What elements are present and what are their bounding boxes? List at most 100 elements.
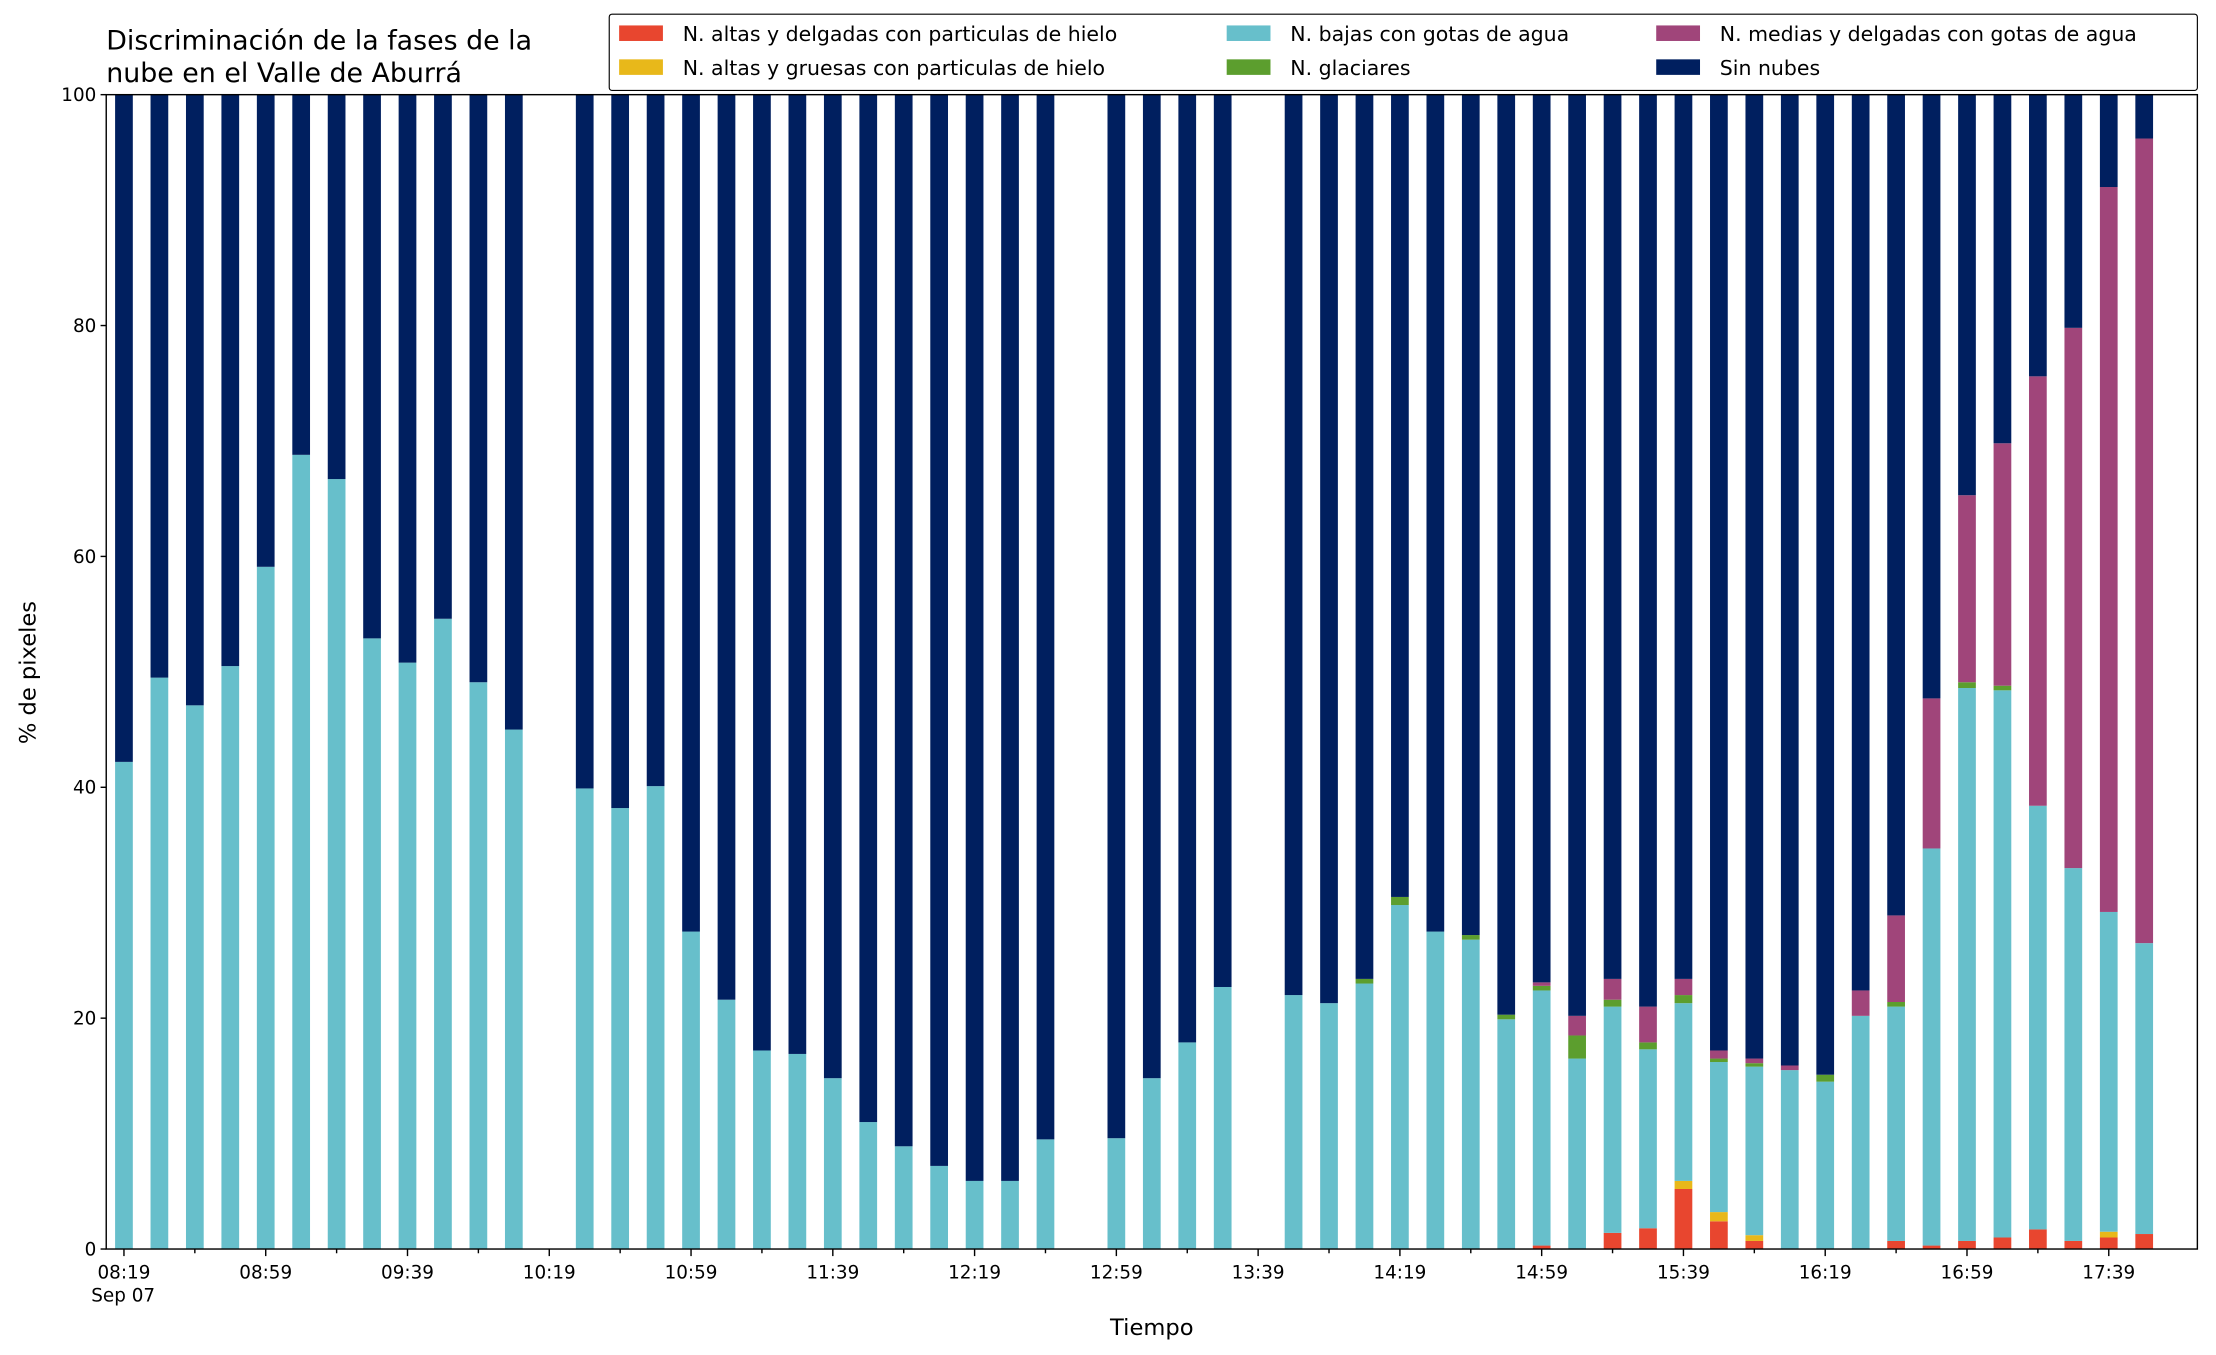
bar-segment [1922, 1245, 1941, 1250]
bar-segment [1568, 1035, 1586, 1059]
legend-swatch [619, 25, 663, 41]
bar-segment [1461, 939, 1480, 1250]
bar-segment [327, 479, 346, 1250]
bar-segment [1674, 995, 1693, 1004]
bar-segment [1922, 698, 1941, 849]
y-tick-label: 60 [73, 547, 96, 568]
bar-segment [930, 94, 949, 1166]
bar-segment [1958, 682, 1976, 689]
bar-segment [894, 94, 913, 1147]
bar-segment [1710, 1212, 1728, 1222]
bar-segment [292, 454, 311, 1250]
bar-segment [1745, 1063, 1764, 1067]
bar-segment [1887, 1006, 1905, 1241]
bar-segment [1391, 896, 1409, 906]
bar-segment [469, 94, 488, 683]
bar-segment [1107, 94, 1126, 1139]
bar-segment [1603, 1006, 1622, 1233]
bar-segment [434, 94, 452, 619]
bar-segment [1674, 1003, 1693, 1181]
bar-segment [1993, 690, 2012, 1238]
bar-segment [1320, 94, 1338, 1004]
chart-title: Discriminación de la fases de la [106, 25, 532, 56]
bar-segment [930, 1165, 949, 1250]
bar-segment [504, 729, 523, 1250]
bar-segment [1780, 1070, 1799, 1250]
bar-segment [788, 94, 807, 1054]
bar-segment [2099, 1237, 2118, 1250]
bar-segment [2135, 138, 2154, 944]
bar-segment [717, 999, 736, 1250]
bar-segment [1674, 978, 1693, 996]
bar-segment [1887, 94, 1905, 916]
bar-segment [1568, 94, 1586, 1016]
bar-segment [150, 677, 169, 1250]
bar-segment [646, 786, 665, 1250]
bar-segment [363, 638, 381, 1250]
x-tick-label: 16:19 [1799, 1263, 1852, 1284]
bar-segment [1745, 1058, 1764, 1064]
bar-segment [1532, 1245, 1551, 1250]
bar-segment [1213, 94, 1232, 987]
bar-segment [1142, 94, 1161, 1079]
x-tick-label: 12:59 [1090, 1263, 1143, 1284]
legend-label: N. altas y gruesas con particulas de hie… [683, 56, 1105, 80]
bar-segment [1497, 1014, 1516, 1020]
x-tick-label: 10:19 [523, 1263, 576, 1284]
bar-segment [1426, 94, 1445, 932]
bar-segment [575, 788, 594, 1250]
bar-segment [1674, 1180, 1693, 1190]
legend-swatch [1656, 25, 1701, 41]
bar-segment [1851, 990, 1870, 1016]
y-tick-label: 40 [73, 778, 96, 799]
y-tick-label: 0 [85, 1239, 97, 1260]
bar-segment [2099, 911, 2118, 1232]
x-tick-label: 08:19 [97, 1263, 150, 1284]
bar-segment [1710, 94, 1728, 1051]
bar-segment [1532, 985, 1551, 991]
bar-segment [1639, 1049, 1657, 1229]
bar-segment [292, 94, 311, 455]
bar-segment [1851, 94, 1870, 991]
bar-segment [1461, 94, 1480, 936]
bar-segment [859, 1122, 878, 1250]
legend-box [608, 13, 2198, 91]
bar-segment [221, 666, 240, 1250]
bar-segment [753, 1050, 771, 1250]
bar-segment [1993, 443, 2012, 686]
bar-segment [256, 94, 275, 567]
x-tick-label: 16:59 [1941, 1263, 1994, 1284]
bar-segment [2135, 1234, 2154, 1250]
legend-swatch [1226, 25, 1271, 41]
bar-segment [1745, 1240, 1764, 1250]
bar-segment [611, 94, 630, 809]
bar-segment [682, 94, 700, 932]
bar-segment [1001, 1180, 1019, 1250]
bar-segment [469, 682, 488, 1250]
bar-segment [1107, 1138, 1126, 1250]
bar-segment [1603, 1232, 1622, 1250]
bar-segment [1993, 1237, 2012, 1250]
bar-segment [1958, 94, 1976, 496]
bar-segment [1745, 94, 1764, 1059]
legend-swatch [1226, 59, 1271, 75]
bar-segment [2029, 376, 2047, 806]
bar-segment [1710, 1058, 1728, 1063]
bar-segment [2064, 868, 2083, 1241]
bar-segment [363, 94, 381, 639]
bar-segment [1887, 1240, 1905, 1250]
bar-segment [1603, 999, 1622, 1007]
bar-segment [1639, 94, 1657, 1007]
y-tick-label: 100 [61, 85, 96, 106]
bar-segment [1391, 94, 1409, 897]
bar-segment [1426, 931, 1445, 1250]
legend-swatch [1656, 59, 1701, 75]
bar-segment [185, 705, 204, 1250]
bar-segment [753, 94, 771, 1051]
bar-segment [115, 94, 133, 762]
bar-segment [2099, 94, 2118, 188]
bar-segment [1532, 94, 1551, 983]
legend-label: N. bajas con gotas de agua [1290, 22, 1569, 46]
legend-swatch [619, 59, 663, 75]
x-axis-label: Tiempo [1109, 1315, 1193, 1341]
